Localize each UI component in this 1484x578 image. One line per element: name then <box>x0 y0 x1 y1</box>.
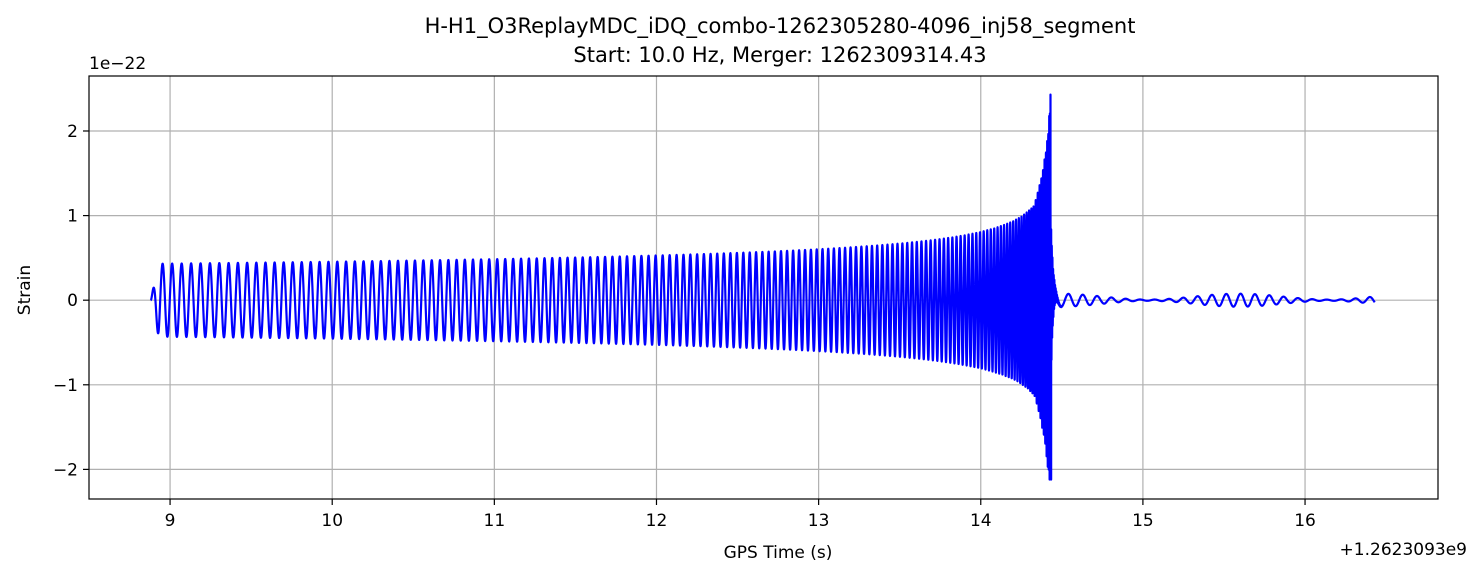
y-tick-label-3: 1 <box>67 207 78 227</box>
x-tick-label-4: 13 <box>808 511 830 531</box>
x-tick-label-0: 9 <box>165 511 176 531</box>
y-tick-label-1: −1 <box>53 376 78 396</box>
x-tick-label-2: 11 <box>484 511 506 531</box>
strain-series-line <box>149 93 1376 481</box>
x-offset-label: +1.2623093e9 <box>1340 540 1467 560</box>
x-tick-label-7: 16 <box>1294 511 1316 531</box>
y-axis-label: Strain <box>15 265 35 315</box>
y-tick-label-2: 0 <box>67 291 78 311</box>
y-tick-label-4: 2 <box>67 122 78 142</box>
chart-subtitle: Start: 10.0 Hz, Merger: 1262309314.43 <box>573 43 986 67</box>
y-scale-label: 1e−22 <box>89 54 146 74</box>
x-tick-label-5: 14 <box>970 511 992 531</box>
x-tick-label-1: 10 <box>321 511 343 531</box>
chart-title: H-H1_O3ReplayMDC_iDQ_combo-1262305280-40… <box>425 14 1136 39</box>
x-tick-label-6: 15 <box>1132 511 1154 531</box>
plot-area-frame <box>88 75 1439 500</box>
y-tick-label-0: −2 <box>53 460 78 480</box>
x-axis-label: GPS Time (s) <box>724 543 833 563</box>
x-tick-label-3: 12 <box>646 511 668 531</box>
